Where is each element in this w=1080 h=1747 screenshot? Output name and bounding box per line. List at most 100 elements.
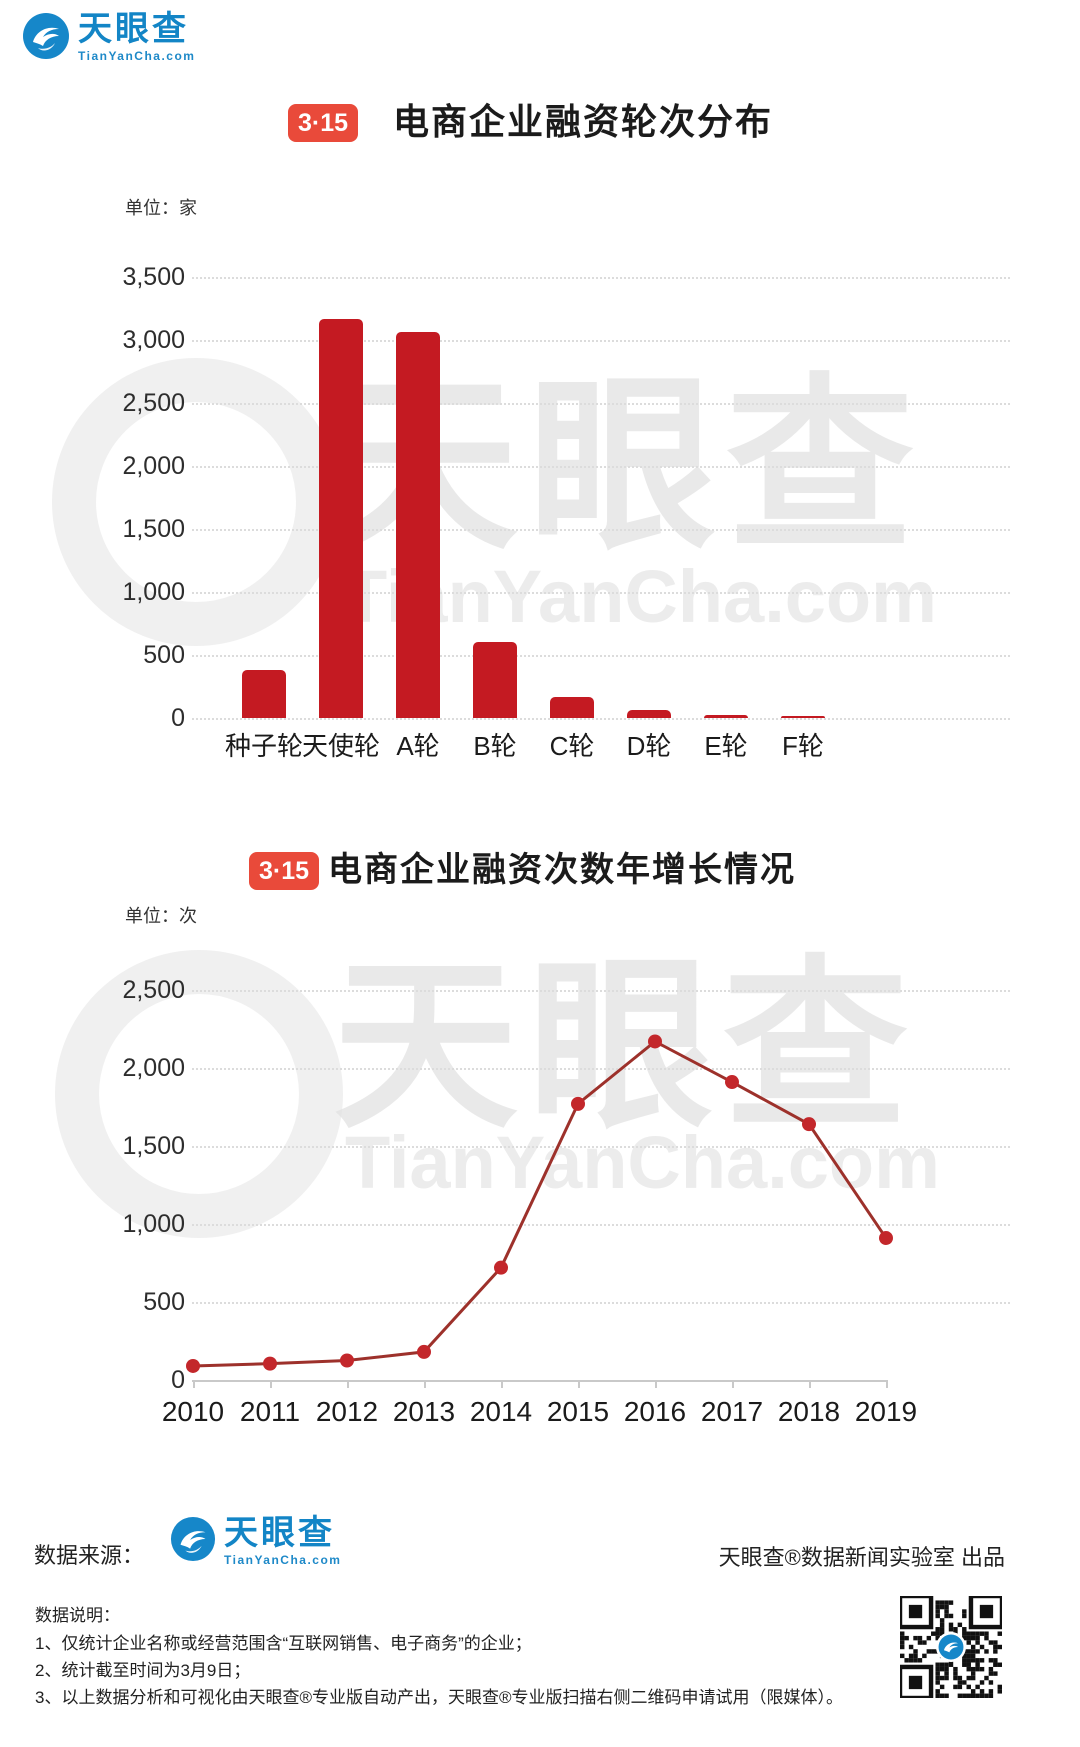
x-axis-tick — [347, 1380, 349, 1388]
x-tick-label: B轮 — [473, 731, 517, 761]
bar-种子轮 — [242, 670, 286, 718]
x-tick-label: 种子轮 — [224, 731, 303, 761]
x-axis-tick — [501, 1380, 503, 1388]
chart2-unit-label: 单位：次 — [125, 906, 197, 926]
y-tick-label: 3,500 — [122, 263, 185, 291]
x-axis-tick — [193, 1380, 195, 1388]
x-tick-label: 2014 — [469, 1396, 533, 1427]
x-axis-tick — [886, 1380, 888, 1388]
x-tick-label: 2019 — [854, 1396, 918, 1427]
gridline-y500 — [192, 655, 1010, 657]
data-point-2015 — [571, 1096, 585, 1111]
y-tick-label: 3,000 — [122, 326, 185, 354]
bar-A轮 — [396, 332, 440, 718]
x-tick-label: A轮 — [396, 731, 440, 761]
line-series-svg — [186, 1034, 893, 1373]
x-tick-label: E轮 — [704, 731, 748, 761]
x-axis-tick — [578, 1380, 580, 1388]
x-tick-label: 2012 — [315, 1396, 379, 1427]
bar-F轮 — [781, 716, 825, 718]
y-tick-label: 0 — [171, 704, 185, 732]
note-item: 1、仅统计企业名称或经营范围含“互联网销售、电子商务”的企业； — [35, 1634, 532, 1653]
data-point-2012 — [340, 1353, 354, 1368]
chart1-title: 电商企业融资轮次分布 — [393, 101, 774, 142]
gridline-y2000 — [192, 1068, 1010, 1070]
data-point-2013 — [417, 1344, 431, 1359]
brand-domain: TianYanCha.com — [224, 1553, 342, 1567]
qr-code — [900, 1596, 1002, 1698]
y-tick-label: 2,500 — [122, 389, 185, 417]
qr-center-logo — [936, 1632, 966, 1662]
bar-B轮 — [473, 642, 517, 718]
gridline-y2000 — [192, 466, 1010, 468]
x-tick-label: 2010 — [161, 1396, 225, 1427]
bar-C轮 — [550, 697, 594, 718]
x-tick-label: 天使轮 — [301, 731, 380, 761]
brand-swirl-icon — [23, 13, 69, 59]
gridline-y3500 — [192, 277, 1010, 279]
gridline-y1500 — [192, 1146, 1010, 1148]
gridline-y1000 — [192, 592, 1010, 594]
x-tick-label: 2011 — [239, 1396, 301, 1427]
data-point-2017 — [725, 1075, 739, 1090]
x-axis-tick — [809, 1380, 811, 1388]
x-axis-line — [192, 1380, 888, 1382]
data-point-2019 — [879, 1231, 893, 1246]
brand-swirl-icon — [938, 1634, 964, 1660]
data-point-2011 — [263, 1356, 277, 1371]
note-item: 3、以上数据分析和可视化由天眼查®专业版自动产出，天眼查®专业版扫描右侧二维码申… — [35, 1688, 844, 1707]
x-tick-label: 2017 — [700, 1396, 764, 1427]
brand-name: 天眼查 — [78, 10, 189, 48]
y-tick-label: 2,500 — [122, 976, 185, 1004]
y-tick-label: 2,000 — [122, 452, 185, 480]
x-tick-label: D轮 — [626, 731, 672, 761]
x-tick-label: 2018 — [777, 1396, 841, 1427]
gridline-y1000 — [192, 1224, 1010, 1226]
bar-E轮 — [704, 714, 748, 718]
credit-text: 天眼查®数据新闻实验室 出品 — [718, 1545, 1005, 1570]
data-point-2018 — [802, 1117, 816, 1132]
brand-swirl-icon — [170, 1516, 216, 1562]
notes-heading: 数据说明： — [35, 1606, 120, 1625]
data-source-label: 数据来源： — [34, 1543, 145, 1568]
y-tick-label: 1,500 — [122, 515, 185, 543]
x-axis-tick — [732, 1380, 734, 1388]
note-item: 2、统计截至时间为3月9日； — [35, 1661, 251, 1680]
gridline-y500 — [192, 1302, 1010, 1304]
x-tick-label: 2013 — [392, 1396, 456, 1427]
gridline-y2500 — [192, 403, 1010, 405]
x-tick-label: 2015 — [546, 1396, 610, 1427]
badge-315: 3·15 — [249, 852, 320, 890]
y-tick-label: 500 — [143, 641, 185, 669]
data-point-2014 — [494, 1260, 508, 1275]
gridline-y3000 — [192, 340, 1010, 342]
y-tick-label: 1,000 — [122, 578, 185, 606]
badge-315: 3·15 — [288, 104, 359, 142]
chart1-unit-label: 单位：家 — [125, 198, 197, 218]
x-tick-label: F轮 — [782, 731, 824, 761]
data-point-2010 — [186, 1358, 200, 1373]
gridline-y0 — [192, 718, 1010, 720]
chart2-title: 电商企业融资次数年增长情况 — [328, 851, 796, 889]
y-tick-label: 1,000 — [122, 1210, 185, 1238]
x-axis-tick — [424, 1380, 426, 1388]
x-tick-label: 2016 — [623, 1396, 687, 1427]
data-point-2016 — [648, 1034, 662, 1049]
x-axis-tick — [655, 1380, 657, 1388]
brand-name: 天眼查 — [224, 1514, 335, 1552]
line-series — [192, 1039, 888, 1368]
x-tick-label: C轮 — [549, 731, 595, 761]
y-tick-label: 1,500 — [122, 1132, 185, 1160]
y-tick-label: 2,000 — [122, 1054, 185, 1082]
gridline-y2500 — [192, 990, 1010, 992]
bar-D轮 — [627, 710, 671, 718]
y-tick-label: 500 — [143, 1288, 185, 1316]
footer-brand-logo: 天眼查 TianYanCha.com — [170, 1516, 341, 1567]
gridline-y1500 — [192, 529, 1010, 531]
bar-天使轮 — [319, 318, 363, 718]
brand-logo: 天眼查 TianYanCha.com — [22, 12, 195, 63]
x-axis-tick — [270, 1380, 272, 1388]
y-tick-label: 0 — [171, 1366, 185, 1394]
brand-domain: TianYanCha.com — [78, 49, 196, 63]
